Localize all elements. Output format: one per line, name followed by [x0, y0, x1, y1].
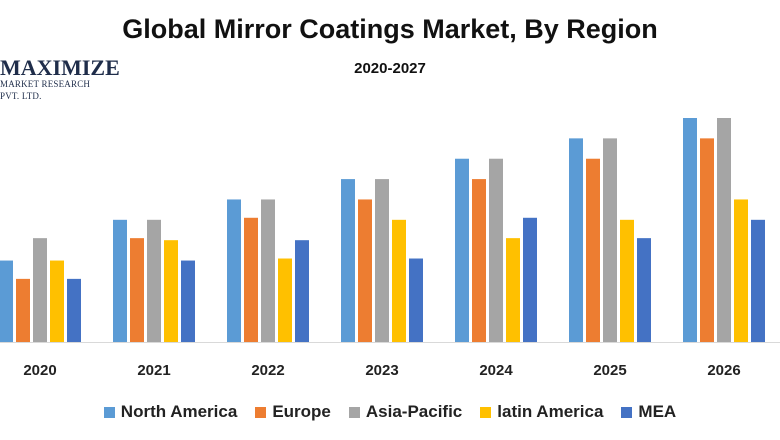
chart-subtitle: 2020-2027 [354, 60, 426, 77]
bar-2022-mea [295, 240, 309, 342]
legend-label: Europe [272, 402, 331, 421]
bar-2021-north-america [113, 219, 127, 342]
logo-tagline: MARKET RESEARCH PVT. LTD. [0, 79, 91, 101]
legend-item-latin-america: latin America [480, 402, 603, 422]
bar-2022-latin-america [278, 258, 292, 342]
legend-swatch [255, 406, 267, 418]
bar-2020-mea [67, 278, 81, 342]
legend-swatch [348, 406, 360, 418]
x-tick-label: 2024 [479, 362, 513, 379]
bar-2020-latin-america [50, 260, 64, 342]
bar-2026-mea [751, 219, 765, 342]
bar-2022-asia-pacific [261, 199, 275, 342]
bar-2025-europe [586, 158, 600, 342]
bar-2020-north-america [0, 260, 13, 342]
bar-2026-europe [700, 138, 714, 342]
company-logo: MAXIMIZE MARKET RESEARCH PVT. LTD. [0, 55, 120, 102]
legend-item-europe: Europe [255, 402, 331, 422]
x-tick-label: 2021 [137, 362, 170, 379]
legend-item-north-america: North America [103, 402, 238, 422]
legend-label: North America [120, 402, 238, 421]
bar-2023-europe [358, 199, 372, 342]
bar-2022-north-america [227, 199, 241, 342]
bar-2025-asia-pacific [603, 138, 617, 342]
bar-2020-europe [16, 278, 30, 342]
bar-2021-latin-america [164, 240, 178, 342]
x-tick-label: 2026 [707, 362, 740, 379]
bar-2025-latin-america [620, 219, 634, 342]
bar-2026-latin-america [734, 199, 748, 342]
legend-item-asia-pacific: Asia-Pacific [348, 402, 463, 422]
bar-2021-europe [130, 238, 144, 342]
legend-item-mea: MEA [621, 402, 676, 422]
bar-2021-mea [181, 260, 195, 342]
bar-2025-north-america [569, 138, 583, 342]
legend-swatch [621, 406, 633, 418]
chart-legend: North America Europe Asia-Pacific latin Ame… [0, 402, 780, 422]
bar-2024-north-america [455, 158, 469, 342]
chart-title: Global Mirror Coatings Market, By Region [122, 14, 658, 44]
legend-swatch [480, 406, 492, 418]
bar-2021-asia-pacific [147, 219, 161, 342]
x-tick-label: 2022 [251, 362, 284, 379]
logo-wordmark: MAXIMIZE [0, 55, 120, 80]
bar-2023-mea [409, 258, 423, 342]
bar-2025-mea [637, 238, 651, 342]
bar-2023-asia-pacific [375, 179, 389, 342]
bar-2020-asia-pacific [33, 238, 47, 342]
bar-2023-north-america [341, 179, 355, 342]
bar-2022-europe [244, 217, 258, 342]
bar-2023-latin-america [392, 219, 406, 342]
legend-label: Asia-Pacific [365, 402, 463, 421]
bar-2024-latin-america [506, 238, 520, 342]
legend-label: latin America [497, 402, 604, 421]
bar-2024-mea [523, 217, 537, 342]
x-tick-label: 2023 [365, 362, 398, 379]
bar-2026-asia-pacific [717, 118, 731, 342]
bar-2024-europe [472, 179, 486, 342]
bar-2024-asia-pacific [489, 158, 503, 342]
legend-label: MEA [638, 402, 677, 421]
legend-swatch [103, 406, 115, 418]
bar-2026-north-america [683, 118, 697, 342]
x-tick-label: 2025 [593, 362, 626, 379]
x-tick-label: 2020 [23, 362, 56, 379]
